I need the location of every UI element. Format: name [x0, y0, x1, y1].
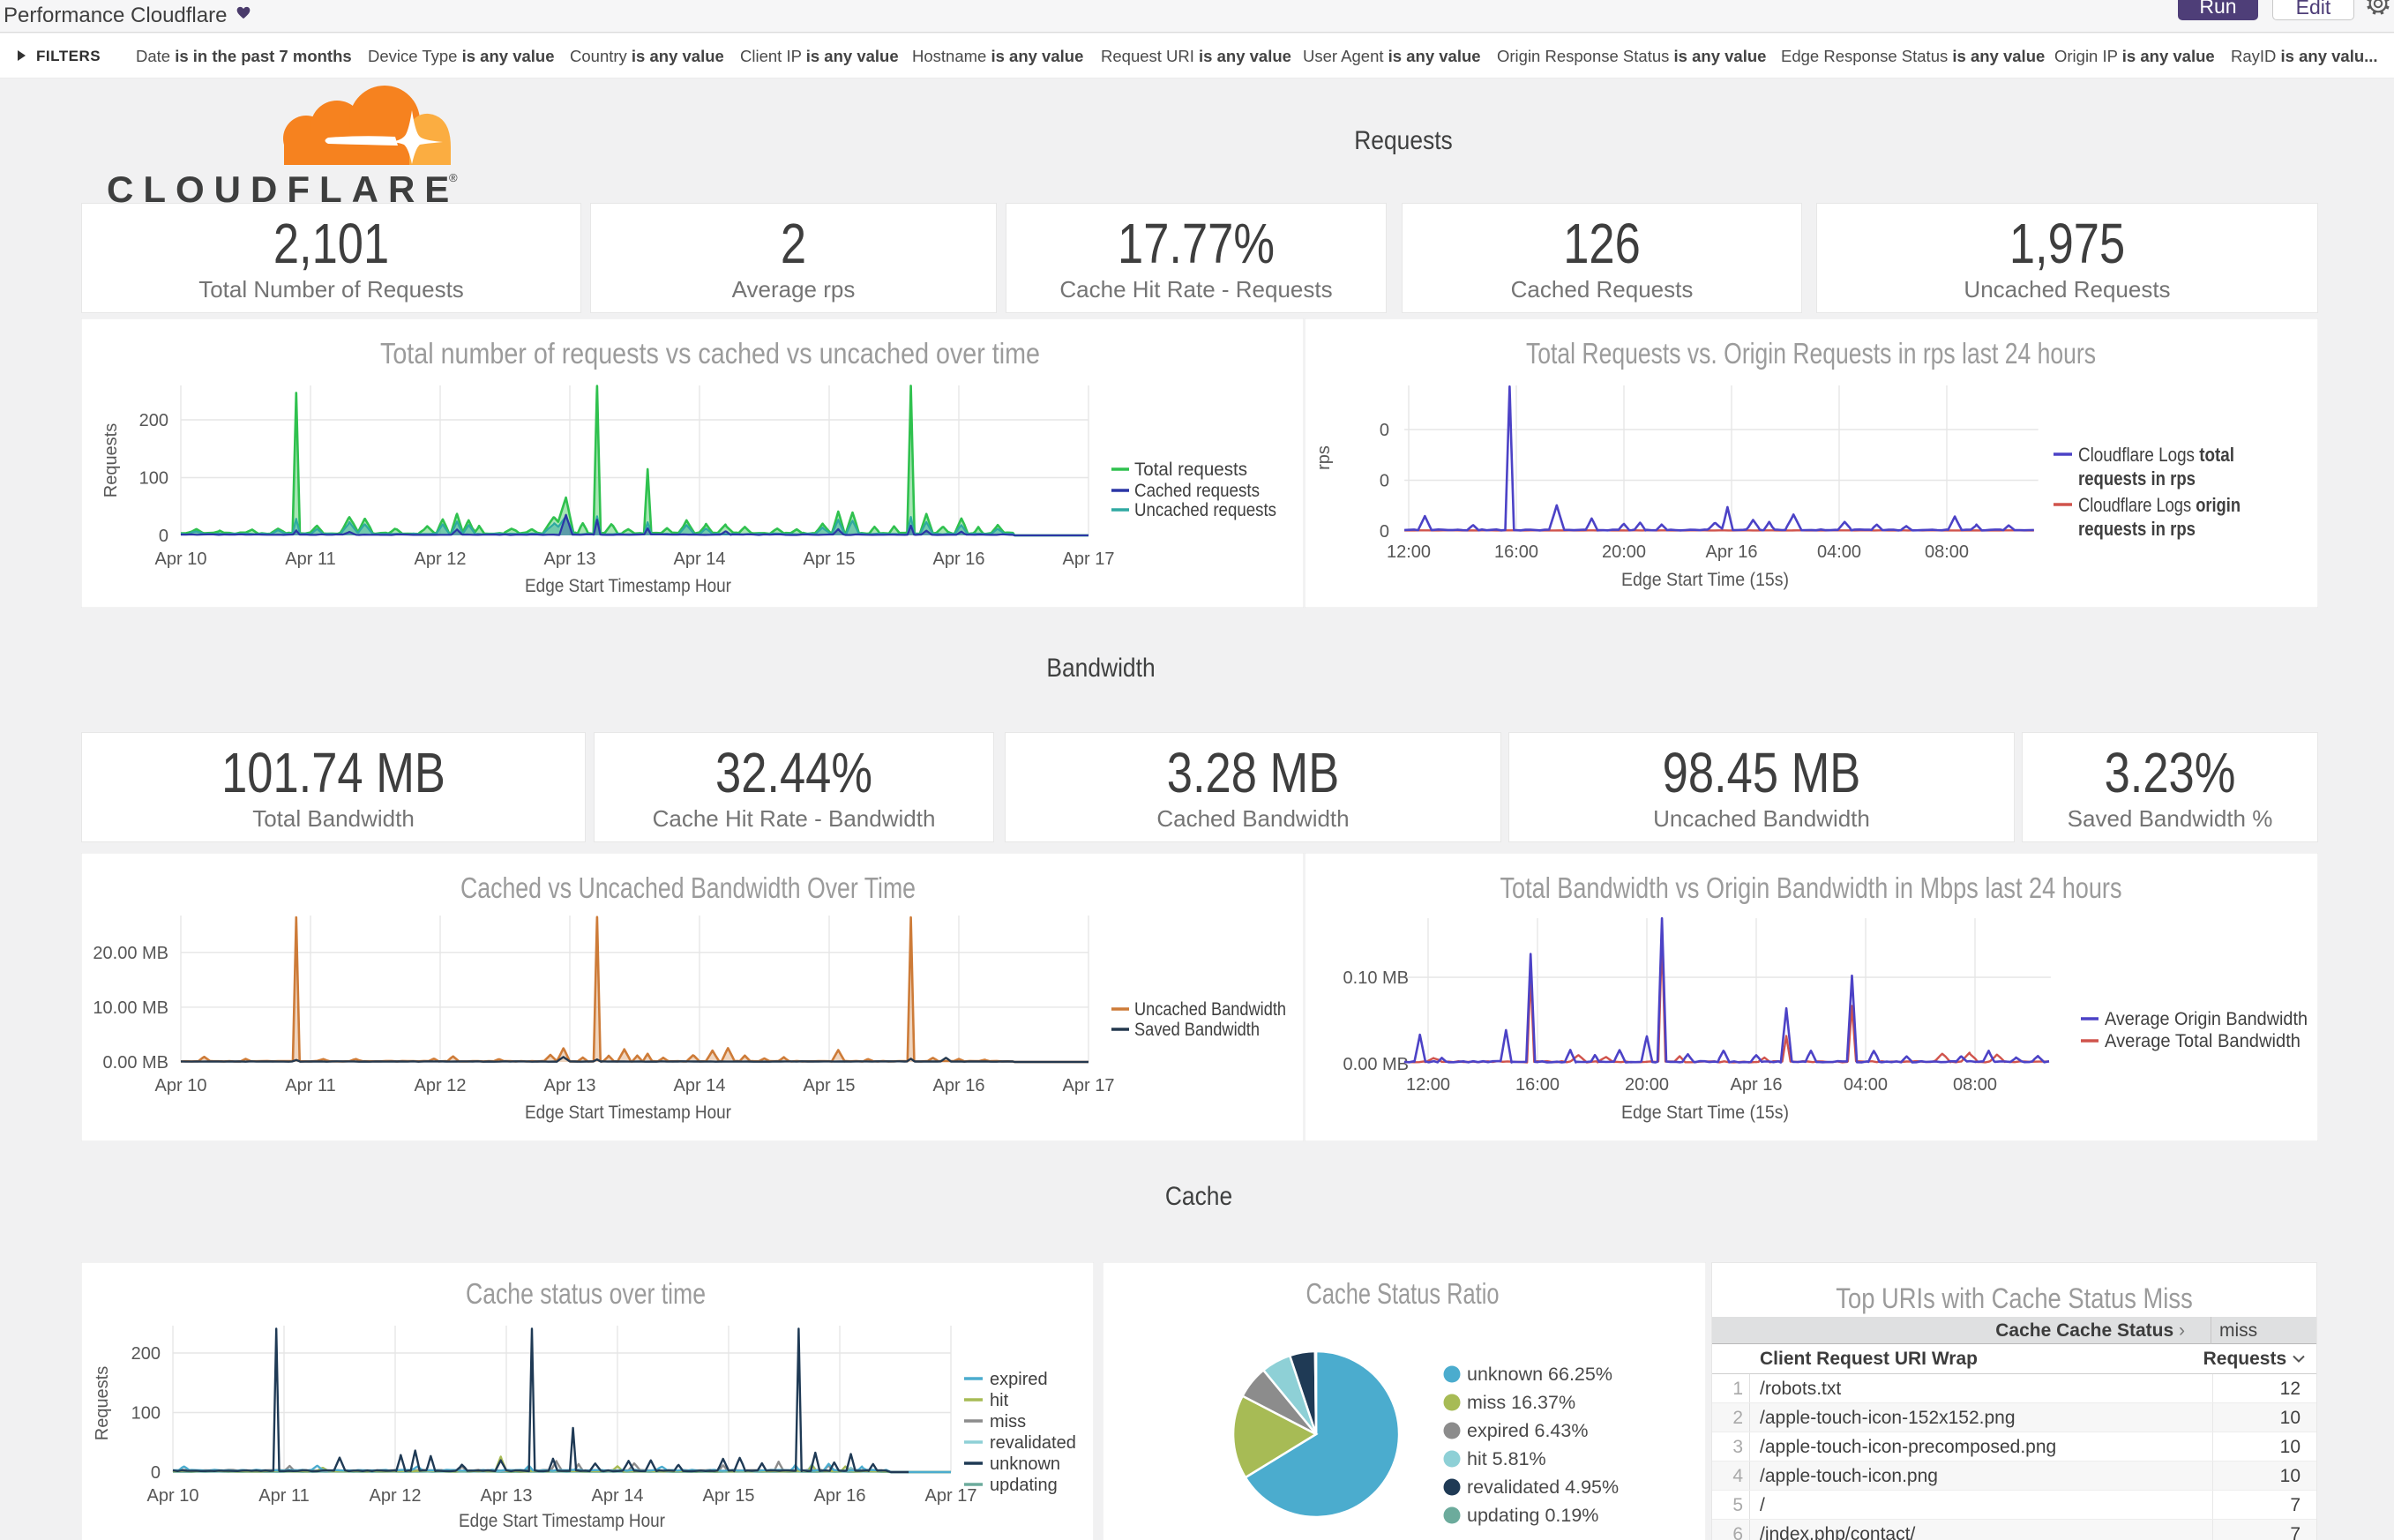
svg-text:0: 0 — [151, 1463, 161, 1483]
svg-text:expired: expired — [990, 1370, 1048, 1389]
svg-text:Edge Start Timestamp Hour: Edge Start Timestamp Hour — [525, 1103, 731, 1123]
svg-text:16:00: 16:00 — [1494, 542, 1538, 562]
svg-text:Apr 11: Apr 11 — [258, 1486, 309, 1506]
svg-text:100: 100 — [131, 1404, 161, 1424]
svg-text:miss 16.37%: miss 16.37% — [1467, 1392, 1575, 1413]
svg-text:08:00: 08:00 — [1925, 542, 1969, 562]
svg-text:Apr 10: Apr 10 — [155, 1076, 207, 1095]
svg-text:revalidated 4.95%: revalidated 4.95% — [1467, 1476, 1619, 1498]
svg-text:Apr 13: Apr 13 — [481, 1486, 533, 1506]
svg-text:Apr 14: Apr 14 — [674, 549, 726, 569]
svg-text:Apr 10: Apr 10 — [155, 549, 207, 569]
svg-text:Apr 12: Apr 12 — [370, 1486, 422, 1506]
svg-text:Cache status over time: Cache status over time — [466, 1277, 706, 1310]
svg-text:Apr 14: Apr 14 — [674, 1076, 726, 1095]
svg-text:Apr 16: Apr 16 — [1731, 1075, 1783, 1095]
svg-text:Average Total Bandwidth: Average Total Bandwidth — [2105, 1031, 2300, 1051]
svg-text:Apr 17: Apr 17 — [1063, 1076, 1115, 1095]
svg-text:Uncached Bandwidth: Uncached Bandwidth — [1134, 999, 1286, 1020]
svg-text:®: ® — [449, 171, 458, 184]
svg-text:expired 6.43%: expired 6.43% — [1467, 1420, 1588, 1441]
svg-text:0: 0 — [1380, 472, 1389, 491]
svg-text:Apr 10: Apr 10 — [147, 1486, 199, 1506]
svg-text:Apr 16: Apr 16 — [1706, 542, 1758, 562]
svg-text:unknown 66.25%: unknown 66.25% — [1467, 1364, 1612, 1385]
svg-text:CLOUDFLARE: CLOUDFLARE — [107, 168, 459, 205]
svg-text:hit 5.81%: hit 5.81% — [1467, 1448, 1546, 1469]
svg-text:04:00: 04:00 — [1844, 1075, 1888, 1095]
svg-text:Apr 17: Apr 17 — [925, 1486, 977, 1506]
svg-text:Apr 13: Apr 13 — [544, 1076, 596, 1095]
svg-text:updating 0.19%: updating 0.19% — [1467, 1505, 1598, 1526]
svg-text:hit: hit — [990, 1391, 1009, 1410]
svg-text:100: 100 — [139, 469, 168, 489]
svg-text:requests in rps: requests in rps — [2078, 518, 2196, 540]
svg-text:Total Requests vs. Origin Requ: Total Requests vs. Origin Requests in rp… — [1526, 337, 2096, 370]
svg-text:updating: updating — [990, 1476, 1058, 1495]
svg-text:20.00 MB: 20.00 MB — [93, 944, 168, 963]
svg-text:Total Bandwidth vs Origin Band: Total Bandwidth vs Origin Bandwidth in M… — [1500, 871, 2122, 904]
svg-text:Apr 16: Apr 16 — [933, 549, 985, 569]
svg-text:08:00: 08:00 — [1953, 1075, 1997, 1095]
svg-text:12:00: 12:00 — [1387, 542, 1431, 562]
svg-text:16:00: 16:00 — [1515, 1075, 1560, 1095]
svg-text:20:00: 20:00 — [1625, 1075, 1669, 1095]
svg-text:0: 0 — [1380, 421, 1389, 440]
svg-text:Requests: Requests — [101, 423, 121, 498]
svg-text:Edge Start Timestamp Hour: Edge Start Timestamp Hour — [459, 1511, 665, 1531]
svg-text:0.00 MB: 0.00 MB — [103, 1053, 168, 1073]
svg-text:Cached vs Uncached Bandwidth O: Cached vs Uncached Bandwidth Over Time — [460, 871, 916, 904]
svg-text:Cache Status Ratio: Cache Status Ratio — [1306, 1277, 1500, 1310]
svg-text:Apr 17: Apr 17 — [1063, 549, 1115, 569]
svg-text:0.00 MB: 0.00 MB — [1343, 1055, 1409, 1074]
svg-text:Total requests: Total requests — [1134, 460, 1247, 480]
svg-text:Apr 13: Apr 13 — [544, 549, 596, 569]
svg-text:Apr 12: Apr 12 — [415, 1076, 467, 1095]
svg-text:Apr 11: Apr 11 — [285, 549, 335, 569]
svg-text:04:00: 04:00 — [1817, 542, 1861, 562]
svg-text:Apr 16: Apr 16 — [814, 1486, 866, 1506]
svg-text:revalidated: revalidated — [990, 1433, 1076, 1453]
svg-text:Uncached requests: Uncached requests — [1134, 500, 1276, 520]
svg-text:0.10 MB: 0.10 MB — [1343, 968, 1409, 988]
svg-text:20:00: 20:00 — [1602, 542, 1646, 562]
svg-text:Total number of requests vs ca: Total number of requests vs cached vs un… — [380, 337, 1040, 370]
svg-text:Edge Start Timestamp Hour: Edge Start Timestamp Hour — [525, 576, 731, 596]
svg-text:Apr 11: Apr 11 — [285, 1076, 335, 1095]
svg-text:200: 200 — [139, 411, 168, 430]
svg-text:12:00: 12:00 — [1406, 1075, 1450, 1095]
svg-text:Edge Start Time (15s): Edge Start Time (15s) — [1621, 1103, 1789, 1123]
svg-text:miss: miss — [990, 1412, 1026, 1432]
svg-text:0: 0 — [1380, 522, 1389, 542]
svg-text:200: 200 — [131, 1344, 161, 1364]
svg-text:Apr 16: Apr 16 — [933, 1076, 985, 1095]
svg-text:Average Origin Bandwidth: Average Origin Bandwidth — [2105, 1009, 2308, 1029]
svg-text:requests in rps: requests in rps — [2078, 467, 2196, 490]
svg-text:Apr 15: Apr 15 — [703, 1486, 755, 1506]
svg-text:Apr 12: Apr 12 — [415, 549, 467, 569]
svg-text:Apr 14: Apr 14 — [592, 1486, 644, 1506]
svg-text:Cached requests: Cached requests — [1134, 481, 1260, 501]
svg-text:rps: rps — [1314, 445, 1334, 470]
svg-text:Requests: Requests — [93, 1366, 112, 1441]
svg-text:Apr 15: Apr 15 — [804, 549, 856, 569]
svg-text:Edge Start Time (15s): Edge Start Time (15s) — [1621, 570, 1789, 590]
svg-text:Apr 15: Apr 15 — [804, 1076, 856, 1095]
svg-text:0: 0 — [159, 527, 168, 546]
svg-text:unknown: unknown — [990, 1454, 1060, 1474]
svg-text:Cloudflare Logs origin: Cloudflare Logs origin — [2078, 494, 2241, 516]
svg-text:10.00 MB: 10.00 MB — [93, 998, 168, 1018]
svg-text:Saved Bandwidth: Saved Bandwidth — [1134, 1020, 1260, 1040]
svg-text:Cloudflare Logs total: Cloudflare Logs total — [2078, 444, 2234, 466]
